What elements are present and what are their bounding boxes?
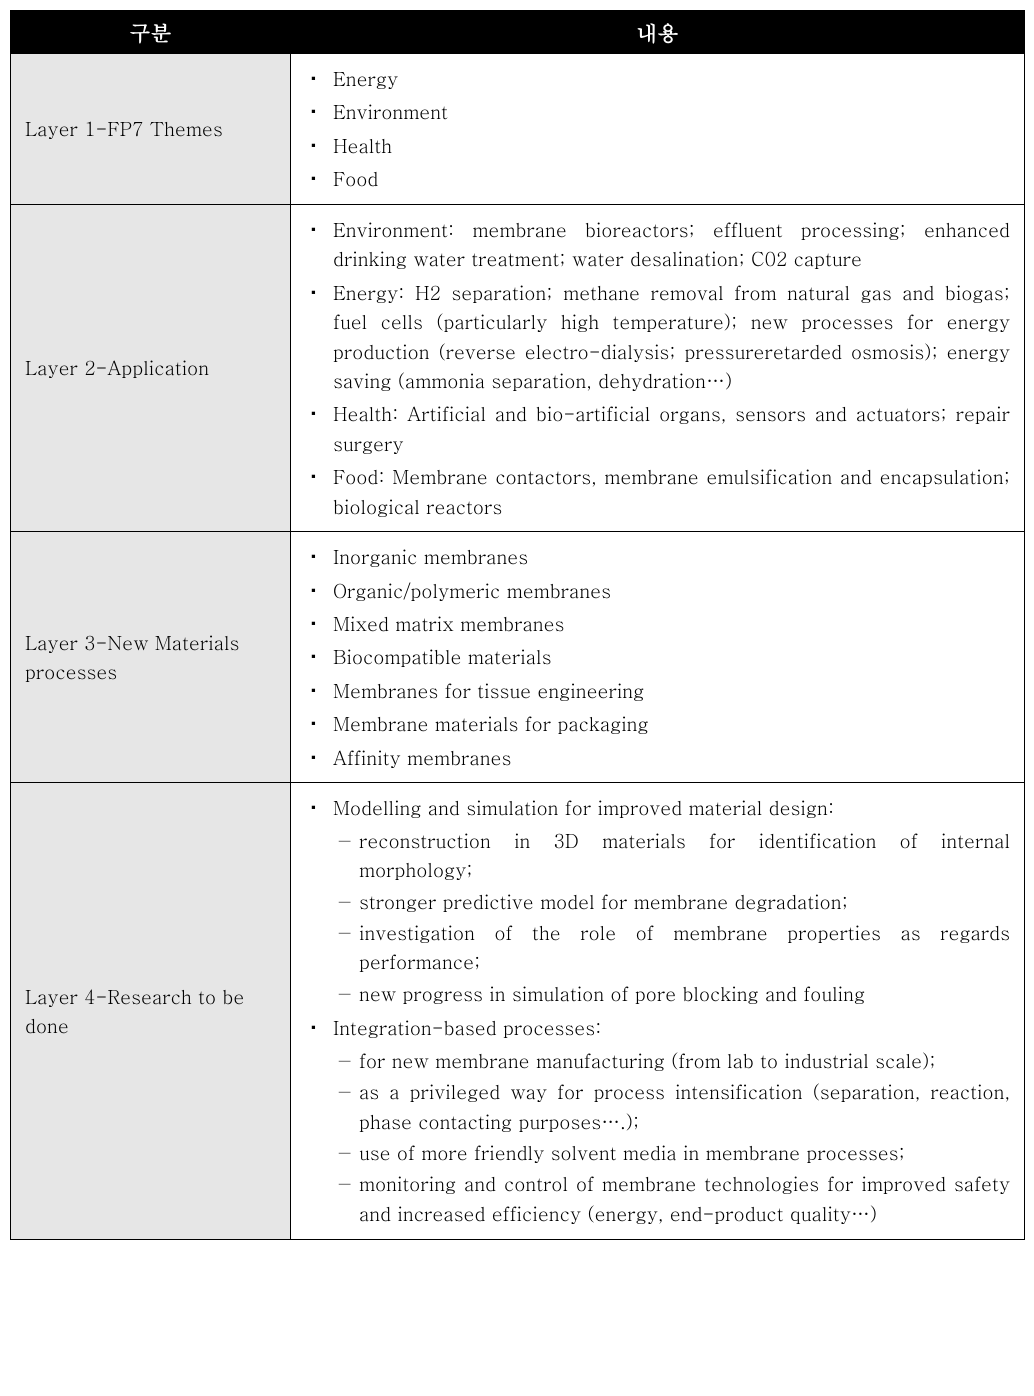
row-content: Energy Environment Health Food (291, 54, 1025, 205)
sub-item: monitoring and control of membrane techn… (359, 1168, 1010, 1229)
bullet-item: Membrane materials for packaging (333, 707, 1010, 740)
bullet-text: Energy: H2 separation; methane removal f… (333, 279, 1010, 394)
bullet-item: Membranes for tissue engineering (333, 674, 1010, 707)
bullet-item: Environment (333, 95, 1010, 128)
table-row: Layer 1-FP7 Themes Energy Environment Healt… (11, 54, 1025, 205)
bullet-text: Modelling and simulation for improved ma… (333, 794, 834, 821)
row-label: Layer 2-Application (11, 204, 291, 531)
bullet-item: Integration-based processes: for new memb… (333, 1011, 1010, 1231)
bullet-text: Membranes for tissue engineering (333, 677, 644, 704)
bullet-item: Organic/polymeric membranes (333, 574, 1010, 607)
bullet-list: Modelling and simulation for improved ma… (305, 791, 1014, 1231)
sub-item: investigation of the role of membrane pr… (359, 917, 1010, 978)
bullet-item: Affinity membranes (333, 741, 1010, 774)
row-content: Inorganic membranes Organic/polymeric mem… (291, 532, 1025, 783)
sub-item: new progress in simulation of pore block… (359, 978, 1010, 1009)
sub-list: reconstruction in 3D materials for ident… (333, 825, 1010, 1010)
row-label: Layer 3-New Materials processes (11, 532, 291, 783)
bullet-item: Mixed matrix membranes (333, 607, 1010, 640)
bullet-text: Biocompatible materials (333, 643, 551, 670)
sub-list: for new membrane manufacturing (from lab… (333, 1045, 1010, 1230)
bullet-item: Health (333, 129, 1010, 162)
bullet-item: Modelling and simulation for improved ma… (333, 791, 1010, 1011)
bullet-item: Inorganic membranes (333, 540, 1010, 573)
bullet-text: Environment (333, 98, 448, 125)
bullet-item: Energy: H2 separation; methane removal f… (333, 276, 1010, 398)
sub-item: for new membrane manufacturing (from lab… (359, 1045, 1010, 1076)
bullet-text: Environment: membrane bioreactors; efflu… (333, 216, 1010, 272)
bullet-list: Energy Environment Health Food (305, 62, 1014, 196)
bullet-item: Health: Artificial and bio-artificial or… (333, 397, 1010, 460)
row-content: Environment: membrane bioreactors; efflu… (291, 204, 1025, 531)
bullet-item: Biocompatible materials (333, 640, 1010, 673)
table-header-row: 구분 내용 (11, 11, 1025, 54)
bullet-item: Environment: membrane bioreactors; efflu… (333, 213, 1010, 276)
bullet-text: Food (333, 165, 378, 192)
table-row: Layer 2-Application Environment: membrane… (11, 204, 1025, 531)
header-col-category: 구분 (11, 11, 291, 54)
bullet-text: Organic/polymeric membranes (333, 577, 611, 604)
table-row: Layer 3-New Materials processesInorganic… (11, 532, 1025, 783)
bullet-text: Inorganic membranes (333, 543, 528, 570)
row-label: Layer 4-Research to be done (11, 783, 291, 1240)
bullet-text: Affinity membranes (333, 744, 511, 771)
bullet-text: Health (333, 132, 392, 159)
bullet-item: Food (333, 162, 1010, 195)
layers-table: 구분 내용 Layer 1-FP7 Themes Energy Environmen… (10, 10, 1025, 1240)
header-col-content: 내용 (291, 11, 1025, 54)
bullet-text: Mixed matrix membranes (333, 610, 564, 637)
sub-item: as a privileged way for process intensif… (359, 1076, 1010, 1137)
bullet-text: Food: Membrane contactors, membrane emul… (333, 463, 1010, 519)
sub-item: stronger predictive model for membrane d… (359, 886, 1010, 917)
bullet-text: Integration-based processes: (333, 1014, 601, 1041)
bullet-item: Food: Membrane contactors, membrane emul… (333, 460, 1010, 523)
bullet-text: Membrane materials for packaging (333, 710, 649, 737)
bullet-list: Environment: membrane bioreactors; efflu… (305, 213, 1014, 523)
bullet-text: Energy (333, 65, 398, 92)
row-content: Modelling and simulation for improved ma… (291, 783, 1025, 1240)
sub-item: use of more friendly solvent media in me… (359, 1137, 1010, 1168)
bullet-item: Energy (333, 62, 1010, 95)
row-label: Layer 1-FP7 Themes (11, 54, 291, 205)
table-row: Layer 4-Research to be done Modelling and… (11, 783, 1025, 1240)
bullet-list: Inorganic membranes Organic/polymeric mem… (305, 540, 1014, 774)
bullet-text: Health: Artificial and bio-artificial or… (333, 400, 1010, 456)
sub-item: reconstruction in 3D materials for ident… (359, 825, 1010, 886)
